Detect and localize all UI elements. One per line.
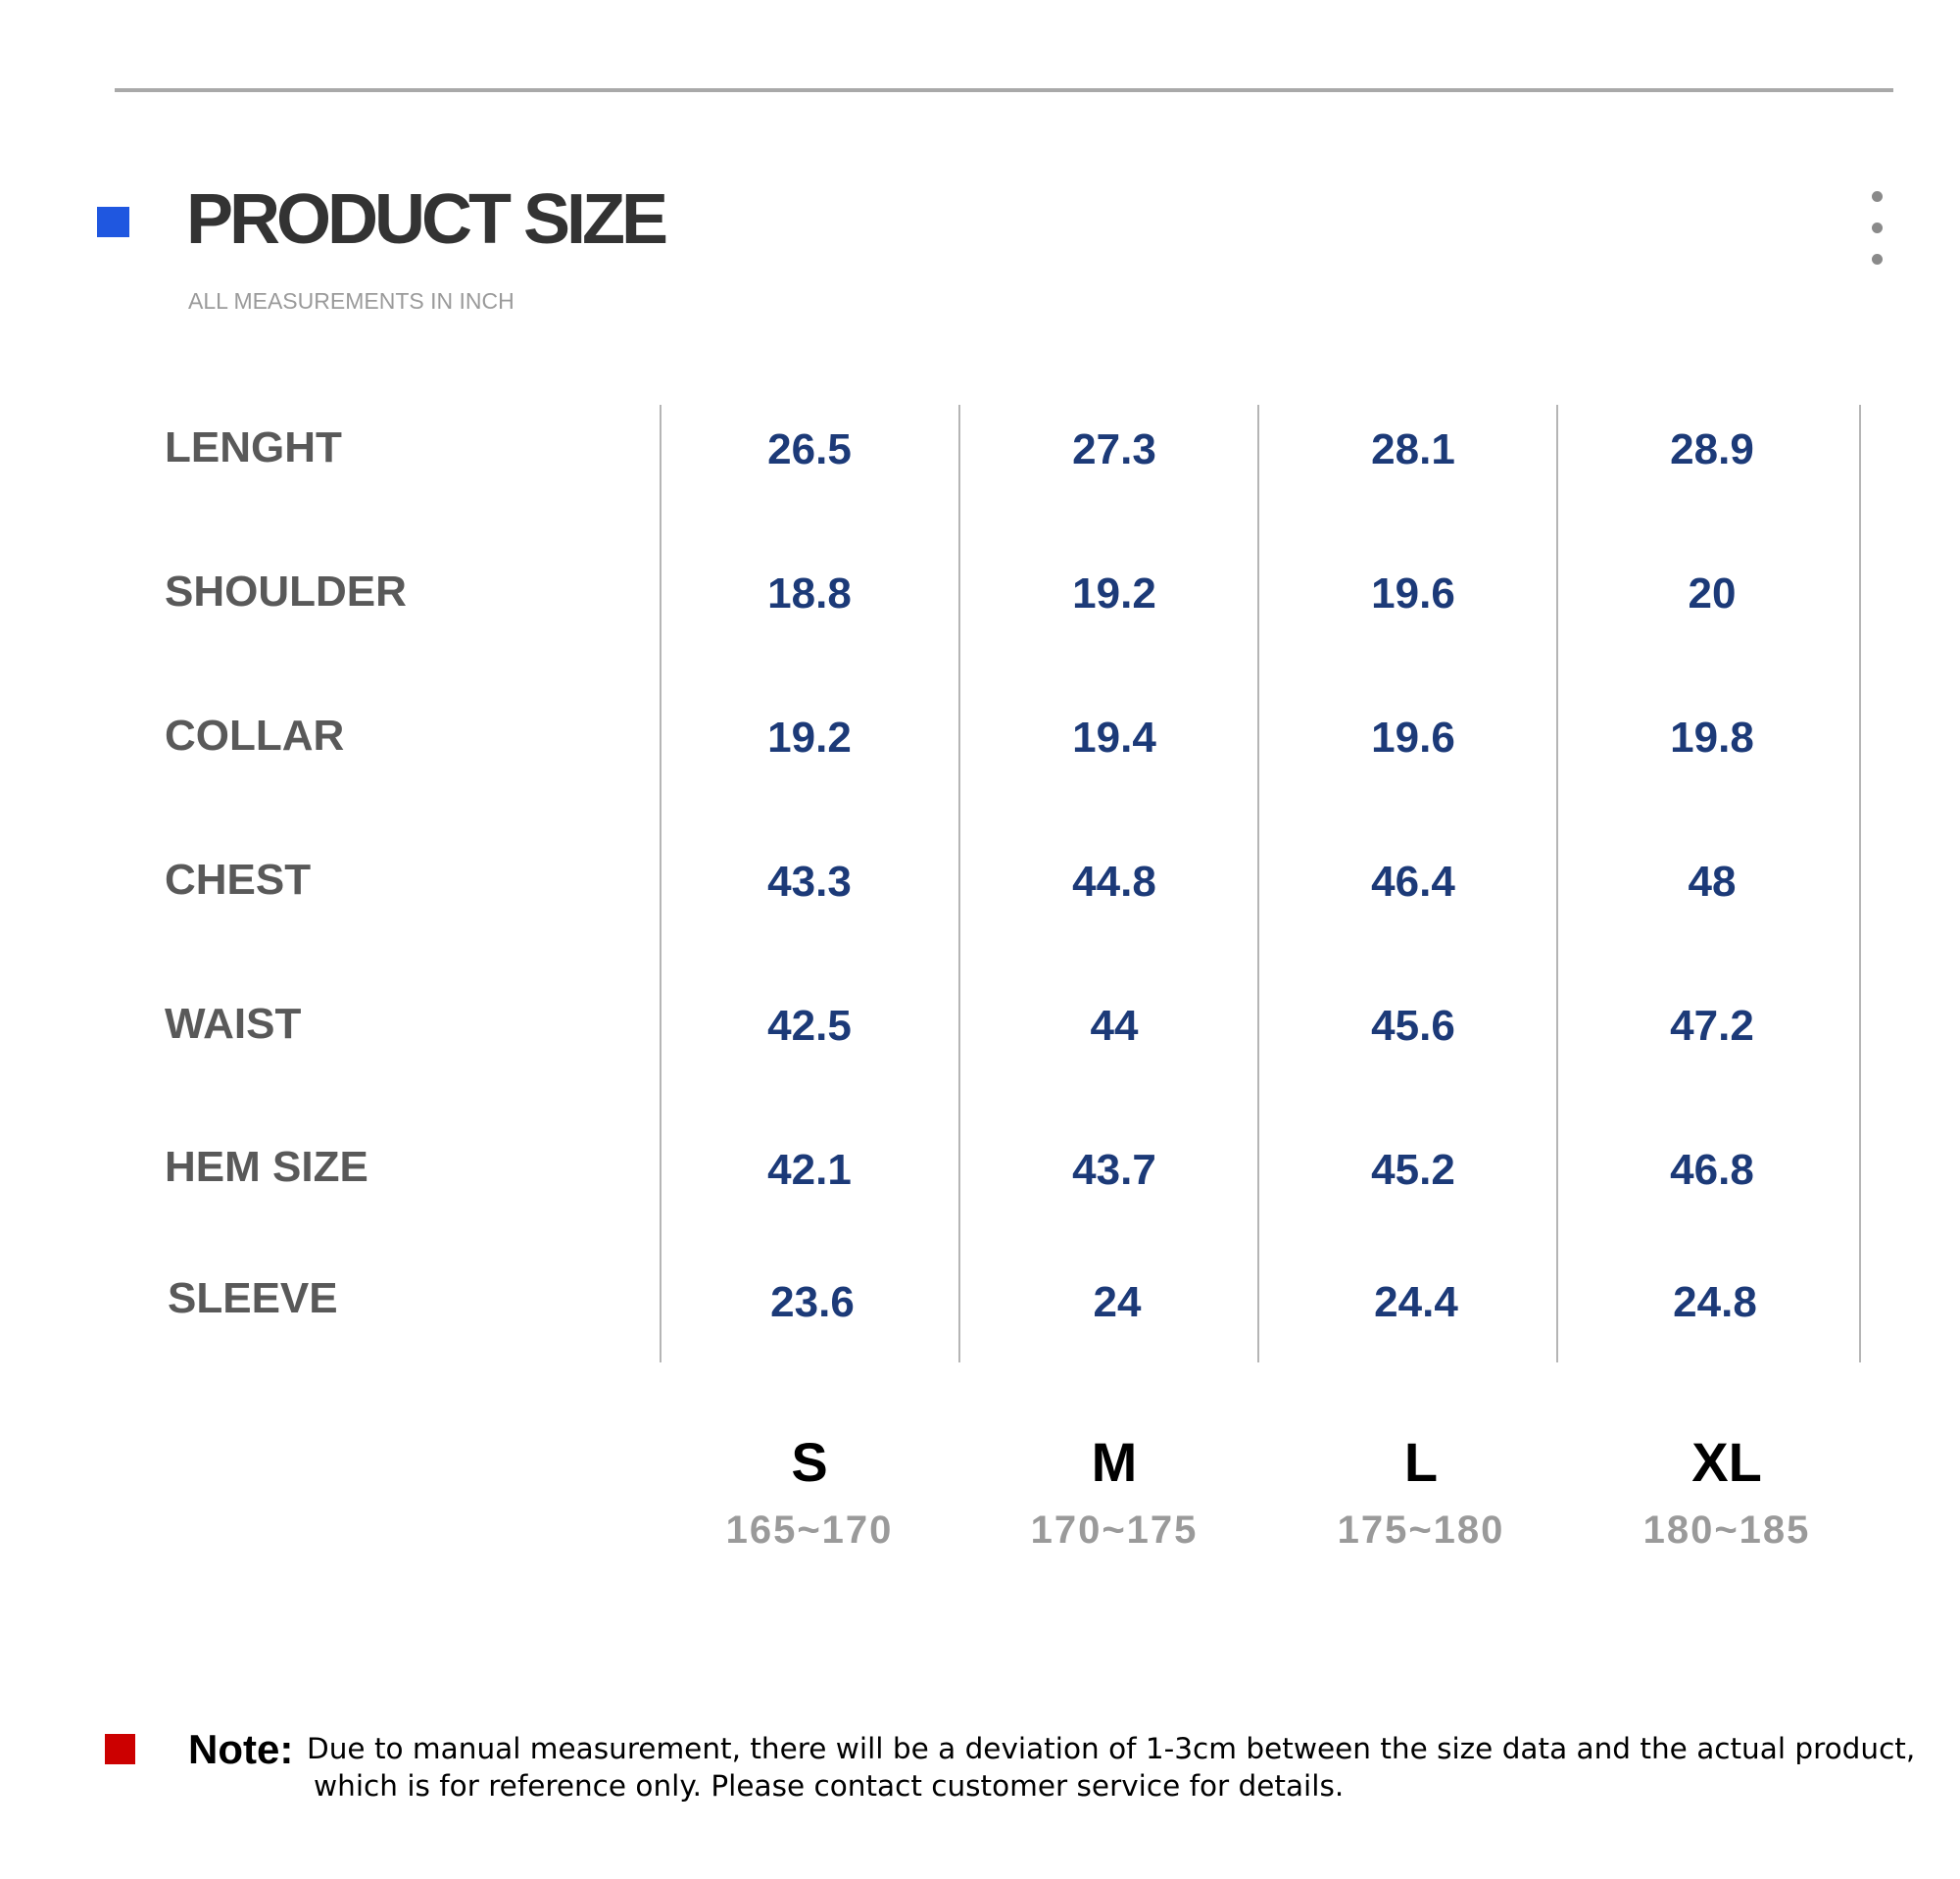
table-cell: 47.2 (1670, 1002, 1754, 1050)
top-divider (115, 88, 1893, 92)
size-range-m: 170~175 (1030, 1508, 1199, 1552)
table-cell: 19.4 (1072, 714, 1156, 762)
table-cell: 27.3 (1072, 425, 1156, 473)
title-marker-square (97, 207, 129, 237)
size-label-l: L (1403, 1431, 1439, 1493)
note-text-line-1: Due to manual measurement, there will be… (307, 1732, 1916, 1765)
table-cell: 18.8 (767, 569, 852, 618)
note-label: Note: (188, 1726, 294, 1772)
table-cell: 48 (1688, 858, 1737, 906)
row-label-length: LENGHT (165, 423, 342, 471)
table-cell: 43.7 (1072, 1146, 1156, 1194)
kebab-dot (1872, 254, 1883, 265)
size-label-xl: XL (1691, 1431, 1762, 1493)
size-label-s: S (791, 1431, 828, 1493)
table-cell: 20 (1688, 569, 1737, 618)
note-marker-square (105, 1734, 135, 1764)
column-divider (958, 405, 960, 1362)
table-cell: 19.2 (767, 714, 852, 762)
table-cell: 44.8 (1072, 858, 1156, 906)
table-cell: 28.9 (1670, 425, 1754, 473)
table-cell: 24.8 (1673, 1278, 1757, 1326)
table-cell: 19.8 (1670, 714, 1754, 762)
column-divider (1257, 405, 1259, 1362)
table-cell: 19.2 (1072, 569, 1156, 618)
row-label-waist: WAIST (165, 1000, 302, 1048)
table-cell: 24.4 (1374, 1278, 1458, 1326)
table-cell: 45.2 (1371, 1146, 1455, 1194)
page-title: PRODUCT SIZE (186, 180, 668, 259)
row-label-hem-size: HEM SIZE (165, 1143, 368, 1191)
table-cell: 42.1 (767, 1146, 852, 1194)
table-cell: 23.6 (770, 1278, 855, 1326)
table-cell: 43.3 (767, 858, 852, 906)
table-cell: 28.1 (1371, 425, 1455, 473)
table-cell: 19.6 (1371, 569, 1455, 618)
row-label-sleeve: SLEEVE (168, 1274, 338, 1322)
table-cell: 42.5 (767, 1002, 852, 1050)
kebab-menu-icon[interactable] (1867, 191, 1886, 274)
table-cell: 44 (1090, 1002, 1139, 1050)
table-cell: 46.8 (1670, 1146, 1754, 1194)
kebab-dot (1872, 223, 1883, 233)
size-range-xl: 180~185 (1642, 1508, 1811, 1552)
table-cell: 19.6 (1371, 714, 1455, 762)
row-label-shoulder: SHOULDER (165, 568, 407, 616)
column-divider (660, 405, 662, 1362)
page-subtitle: ALL MEASUREMENTS IN INCH (188, 288, 514, 314)
column-divider (1859, 405, 1861, 1362)
row-label-chest: CHEST (165, 856, 312, 904)
size-range-s: 165~170 (725, 1508, 894, 1552)
note-text-line-2: which is for reference only. Please cont… (314, 1769, 1345, 1803)
table-cell: 45.6 (1371, 1002, 1455, 1050)
size-label-m: M (1091, 1431, 1138, 1493)
table-cell: 46.4 (1371, 858, 1455, 906)
size-range-l: 175~180 (1337, 1508, 1505, 1552)
table-cell: 24 (1093, 1278, 1142, 1326)
row-label-collar: COLLAR (165, 712, 345, 760)
column-divider (1556, 405, 1558, 1362)
kebab-dot (1872, 191, 1883, 202)
table-cell: 26.5 (767, 425, 852, 473)
